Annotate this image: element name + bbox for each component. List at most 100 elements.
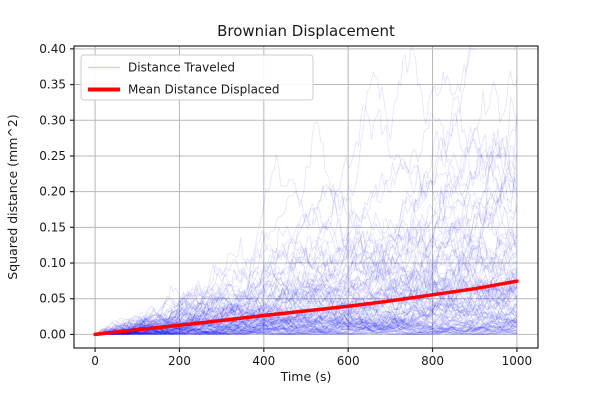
walker-trace — [94, 293, 518, 335]
walker-trace — [94, 281, 518, 335]
y-axis-label: Squared distance (mm^2) — [5, 114, 20, 279]
walker-trace — [95, 284, 518, 335]
walker-trace — [94, 190, 517, 335]
y-tick-label: 0.10 — [39, 256, 66, 270]
legend: Distance Traveled Mean Distance Displaced — [80, 54, 314, 101]
legend-entry-label: Mean Distance Displaced — [128, 83, 280, 97]
walker-trace — [95, 316, 518, 335]
walker-trace — [95, 317, 518, 335]
walker-trace — [94, 70, 518, 335]
walker-trace — [95, 303, 518, 335]
walker-trace — [95, 317, 518, 335]
walker-trace — [95, 271, 517, 335]
x-tick-label: 200 — [168, 354, 191, 368]
walker-trace — [95, 46, 516, 335]
walker-trace — [94, 300, 518, 335]
walker-trace — [95, 320, 518, 335]
walker-trace — [95, 319, 517, 335]
walker-trace — [95, 317, 518, 335]
walker-trace — [95, 96, 518, 335]
walker-trace — [94, 275, 518, 335]
grid-lines — [74, 46, 538, 348]
walker-trace — [95, 275, 518, 335]
y-tick-label: 0.20 — [39, 185, 66, 199]
walker-trace — [95, 295, 517, 335]
walker-trace — [95, 237, 518, 335]
walker-trace — [95, 296, 518, 335]
walker-trace — [95, 299, 518, 335]
walker-trace — [95, 186, 518, 335]
x-tick-label: 600 — [337, 354, 360, 368]
walker-trace — [95, 191, 518, 335]
walker-trace — [95, 284, 518, 335]
walker-trace — [95, 257, 518, 335]
walker-trace — [95, 302, 518, 335]
legend-box — [80, 54, 314, 101]
walker-trace — [95, 266, 517, 335]
walker-trace — [95, 304, 518, 335]
walker-trace — [95, 222, 518, 335]
walker-trace — [95, 247, 518, 335]
walker-trace — [95, 309, 518, 335]
axes-spines — [73, 45, 539, 349]
walker-trace — [95, 315, 518, 335]
walker-trace — [95, 308, 517, 335]
walker-trace — [94, 137, 518, 335]
walker-trace — [95, 285, 518, 335]
walker-trace — [95, 119, 518, 335]
walker-trace — [94, 284, 518, 335]
x-tick-label: 0 — [91, 354, 99, 368]
walker-trace — [95, 282, 518, 335]
walker-trace — [95, 275, 518, 335]
y-tick-label: 0.00 — [39, 327, 66, 341]
walker-trace — [95, 323, 518, 335]
walker-trace — [95, 308, 518, 335]
walker-trace — [95, 304, 518, 335]
walker-trace — [95, 323, 518, 335]
walker-trace — [95, 315, 518, 335]
walker-trace — [95, 312, 517, 335]
x-tick-label: 1000 — [502, 354, 533, 368]
walker-trace — [95, 317, 517, 335]
walker-trace — [95, 314, 517, 335]
walker-trace — [95, 113, 518, 335]
walker-trace — [95, 112, 518, 335]
walker-trace — [94, 272, 518, 335]
walker-trace — [94, 280, 518, 335]
walker-trace — [94, 232, 517, 335]
walker-trace — [95, 272, 518, 335]
walker-trace — [94, 206, 518, 335]
walker-trace — [94, 234, 518, 335]
walker-trace — [95, 301, 518, 335]
walker-trace — [95, 166, 518, 335]
walker-trace — [95, 299, 518, 335]
walker-trace — [95, 240, 518, 335]
walker-trace — [95, 161, 518, 335]
chart-title: Brownian Displacement — [217, 22, 395, 40]
legend-entry-label: Distance Traveled — [128, 61, 235, 75]
walker-trace — [95, 275, 518, 335]
walker-trace — [95, 325, 518, 335]
y-tick-label: 0.35 — [39, 78, 66, 92]
walker-trace — [95, 266, 518, 335]
x-tick-label: 400 — [252, 354, 275, 368]
y-tick-label: 0.25 — [39, 149, 66, 163]
walker-trace — [94, 301, 517, 335]
walker-trace — [95, 316, 518, 335]
walker-trace — [95, 308, 517, 335]
walker-trace — [95, 236, 518, 335]
walker-trace — [95, 275, 518, 335]
walker-trace — [95, 286, 518, 335]
walker-trace — [95, 175, 518, 335]
y-tick-label: 0.30 — [39, 113, 66, 127]
walker-trace — [95, 287, 518, 335]
mean-line — [93, 279, 519, 337]
walker-trace — [94, 263, 518, 335]
walker-trace — [95, 310, 518, 335]
walker-trace — [95, 128, 518, 335]
walker-trace — [94, 306, 517, 335]
walker-trace — [95, 292, 518, 335]
walker-trace — [95, 304, 518, 335]
